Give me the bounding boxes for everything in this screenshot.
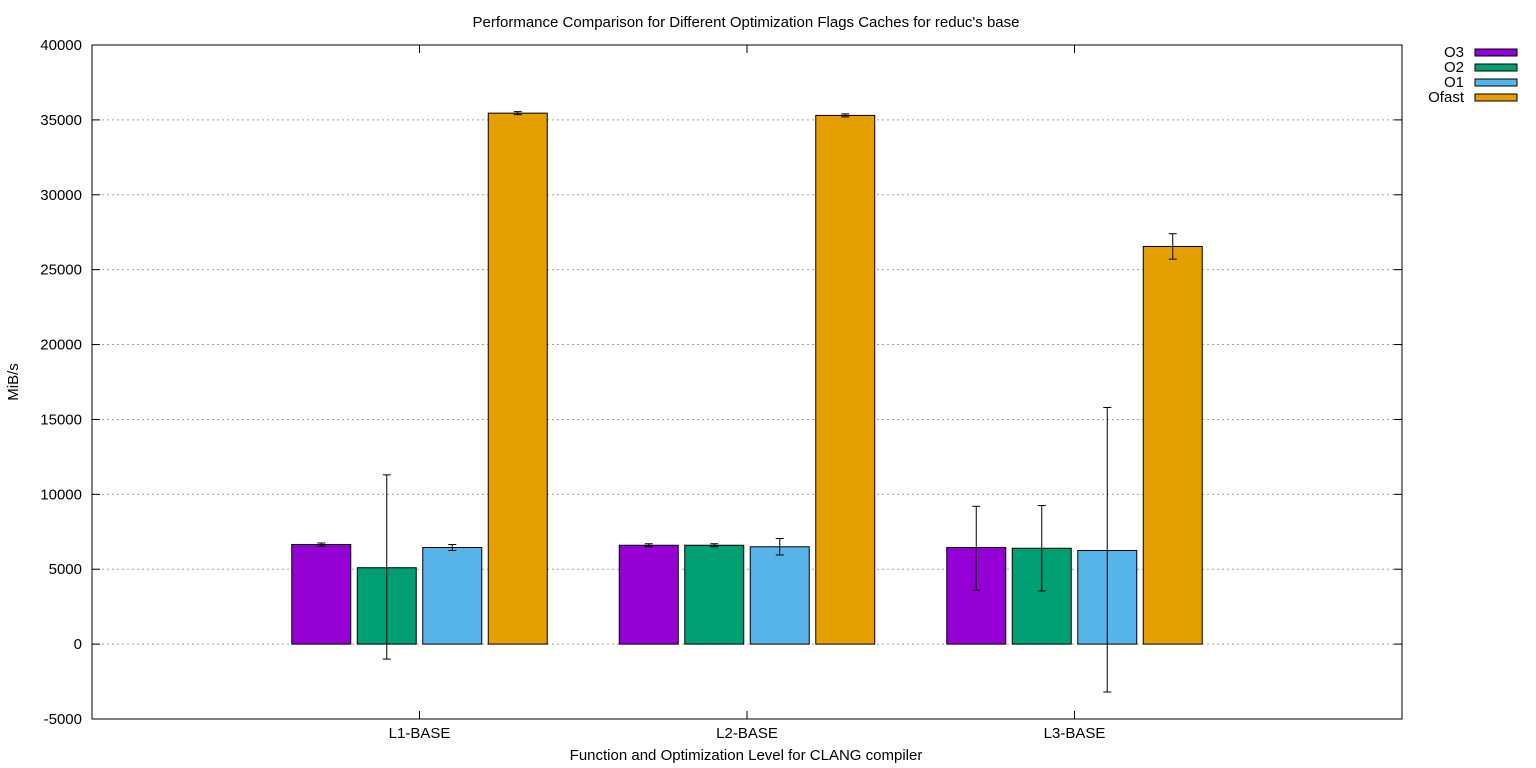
y-tick-label-2: 5000 — [49, 561, 82, 578]
error-bars — [317, 111, 1177, 693]
error-bar-O3-L3-BASE — [972, 505, 981, 591]
grid-lines — [92, 119, 1402, 645]
error-bar-Ofast-L2-BASE — [841, 113, 850, 118]
legend-swatch-Ofast — [1474, 93, 1518, 102]
bar-O3-L2-BASE — [618, 544, 679, 645]
legend-label-O1: O1 — [1444, 74, 1464, 91]
x-tick-label-2: L3-BASE — [1044, 725, 1106, 742]
y-tick-label-3: 10000 — [40, 486, 82, 503]
y-tick-label-1: 0 — [74, 636, 82, 653]
error-bar-Ofast-L3-BASE — [1168, 233, 1177, 260]
bar-Ofast-L2-BASE — [815, 114, 876, 645]
x-axis-label: Function and Optimization Level for CLAN… — [570, 747, 923, 764]
error-bar-O2-L1-BASE — [382, 474, 391, 660]
legend-label-Ofast: Ofast — [1428, 89, 1465, 106]
y-tick-label-5: 20000 — [40, 337, 82, 354]
error-bar-O2-L2-BASE — [710, 543, 719, 548]
y-tick-label-8: 35000 — [40, 112, 82, 129]
y-tick-label-7: 30000 — [40, 187, 82, 204]
chart-title: Performance Comparison for Different Opt… — [473, 14, 1020, 31]
plot-area-border — [91, 44, 1403, 720]
error-bar-O2-L3-BASE — [1037, 505, 1046, 592]
y-tick-label-6: 25000 — [40, 262, 82, 279]
legend-label-O2: O2 — [1444, 59, 1464, 76]
legend-label-O3: O3 — [1444, 44, 1464, 61]
legend-swatch-O2 — [1474, 63, 1518, 72]
bar-O3-L1-BASE — [291, 544, 352, 645]
y-axis-ticks: -5000 0 5000 10000 15000 20000 25000 30000 35000… — [40, 37, 1402, 728]
error-bar-O1-L2-BASE — [775, 538, 784, 556]
error-bar-O3-L1-BASE — [317, 542, 326, 547]
x-tick-label-1: L2-BASE — [716, 725, 778, 742]
bar-Ofast-L3-BASE — [1142, 245, 1203, 645]
y-tick-label-9: 40000 — [40, 37, 82, 54]
error-bar-O1-L3-BASE — [1103, 406, 1112, 693]
bars — [291, 112, 1203, 645]
x-tick-label-0: L1-BASE — [389, 725, 451, 742]
bar-O1-L2-BASE — [749, 546, 810, 645]
legend-swatch-O3 — [1474, 48, 1518, 57]
legend-swatch-O1 — [1474, 78, 1518, 87]
error-bar-O3-L2-BASE — [644, 543, 653, 548]
error-bar-Ofast-L1-BASE — [513, 111, 522, 116]
y-tick-label-0: -5000 — [44, 711, 82, 728]
y-axis-label: MiB/s — [5, 363, 22, 401]
x-axis-ticks: L1-BASE L2-BASE L3-BASE — [389, 45, 1106, 742]
bar-Ofast-L1-BASE — [487, 112, 548, 645]
bar-O2-L2-BASE — [684, 544, 745, 645]
y-tick-label-4: 15000 — [40, 411, 82, 428]
bar-O1-L1-BASE — [422, 547, 483, 645]
error-bar-O1-L1-BASE — [448, 544, 457, 551]
